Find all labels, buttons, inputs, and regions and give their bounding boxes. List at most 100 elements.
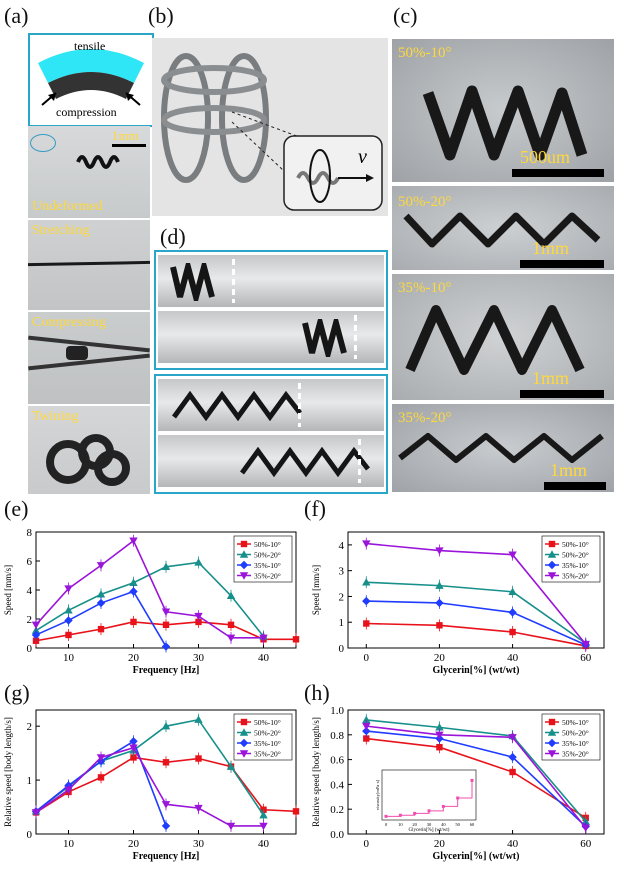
c-label-50-20: 50%-20° (398, 194, 452, 210)
data-point (436, 744, 443, 751)
data-point (362, 596, 371, 606)
x-axis-label: Glycerin[%] (wt/wt) (433, 851, 520, 862)
x-tick-label: 30 (193, 838, 205, 850)
panel-e-label: (e) (4, 496, 29, 521)
data-point (65, 631, 72, 639)
y-tick-label: 0.2 (330, 804, 344, 816)
inset-x-tick-label: 60 (470, 822, 475, 827)
data-point (64, 606, 73, 614)
chart-e: 10 20 30 40 0 2 4 6 8 Frequency [Hz] Speed [mm/s] 5… (3, 527, 300, 676)
y-axis-label: Speed [mm/s] (3, 565, 13, 615)
data-point (195, 755, 202, 762)
chart-g: 10 20 30 40 0 1 2 Frequency [Hz] Relative speed … (3, 709, 300, 862)
x-axis-label: Frequency [Hz] (133, 851, 200, 862)
state-stretching: Stretching (32, 223, 90, 238)
data-point (161, 642, 171, 651)
data-point (227, 621, 235, 628)
photo-c-35-20: 35%-20° 1mm (392, 404, 614, 492)
inset-point (384, 814, 388, 818)
inset-point (456, 796, 460, 800)
y-tick-label: 1 (27, 775, 33, 787)
data-point (162, 621, 170, 628)
photo-compressing: Compressing (28, 312, 150, 404)
legend-entry: 35%-20° (562, 572, 589, 581)
y-axis-label: Relative speed [body length/s] (311, 717, 321, 827)
data-point (64, 585, 73, 593)
legend-marker (239, 728, 249, 736)
data-point (129, 587, 138, 596)
series-line-2 (366, 600, 587, 646)
data-point (259, 822, 268, 831)
legend-entry: 50%-10° (254, 540, 281, 549)
x-tick-label: 0 (364, 838, 370, 850)
x-tick-label: 0 (364, 652, 370, 664)
data-point (226, 822, 236, 831)
data-point (292, 636, 300, 643)
y-tick-label: 0 (339, 643, 345, 655)
inset-point (398, 813, 402, 817)
series-line-0 (366, 622, 586, 647)
panel-f-label: (f) (304, 496, 326, 521)
y-tick-label: 2 (27, 614, 33, 626)
series-line-3 (35, 746, 264, 827)
x-tick-label: 40 (258, 652, 270, 664)
data-point (162, 759, 170, 766)
plot-frame (35, 709, 297, 835)
data-point (31, 809, 41, 817)
c-scale-1mm-1: 1mm (532, 238, 570, 258)
data-point (362, 722, 371, 731)
legend-entry: 35%-20° (254, 572, 281, 581)
legend-entry: 50%-10° (562, 718, 589, 727)
legend-marker (548, 718, 556, 726)
legend-entry: 50%-20° (254, 729, 281, 738)
x-tick-label: 10 (63, 652, 75, 664)
series-line-1 (366, 719, 587, 823)
tensile-label: tensile (74, 39, 106, 53)
y-tick-label: 1 (339, 617, 345, 629)
data-point (508, 608, 517, 617)
y-tick-label: 0.4 (330, 779, 344, 791)
legend-marker (547, 750, 557, 758)
inset-x-tick-label: 40 (441, 822, 446, 827)
y-tick-label: 2 (27, 721, 33, 733)
chart-h: 0 20 40 60 0.0 0.2 0.4 0.6 0.8 1.0 Glycerin[%] (wt… (311, 705, 605, 862)
legend-marker (239, 550, 249, 558)
y-tick-label: 0.6 (330, 755, 344, 767)
data-point (292, 808, 300, 815)
x-tick-label: 40 (507, 838, 519, 850)
data-point (436, 622, 443, 629)
y-tick-label: 3 (339, 566, 345, 578)
x-tick-label: 60 (580, 652, 592, 664)
photo-stretching: Stretching (28, 220, 150, 310)
data-point (435, 581, 444, 589)
panel-b-label: (b) (148, 3, 174, 28)
series-line-2 (366, 730, 587, 828)
legend-entry: 35%-10° (254, 561, 281, 570)
plot-frame (347, 531, 605, 649)
legend-entry: 35%-20° (254, 750, 281, 759)
inset-x-tick-label: 0 (385, 822, 388, 827)
data-point (226, 591, 236, 599)
data-point (31, 621, 41, 629)
panel-d-label: (d) (160, 224, 186, 249)
inset-point (441, 804, 445, 808)
velocity-symbol: v (358, 146, 367, 168)
data-point (130, 754, 137, 761)
x-tick-label: 40 (507, 652, 519, 664)
data-point (129, 537, 138, 545)
data-point (129, 578, 138, 586)
legend-entry: 50%-20° (562, 551, 589, 560)
data-point (96, 590, 106, 598)
legend-marker (239, 572, 249, 580)
d-box-top (154, 250, 388, 370)
y-tick-label: 0 (27, 829, 33, 841)
legend-marker (239, 560, 249, 570)
legend-entry: 35%-10° (254, 739, 281, 748)
inset-point (413, 811, 417, 815)
x-tick-label: 20 (128, 838, 140, 850)
c-label-50-10: 50%-10° (398, 45, 452, 61)
panel-c-label: (c) (393, 3, 418, 28)
y-tick-label: 0.0 (330, 829, 344, 841)
y-tick-label: 0 (27, 643, 33, 655)
d-box-bottom (154, 374, 388, 494)
